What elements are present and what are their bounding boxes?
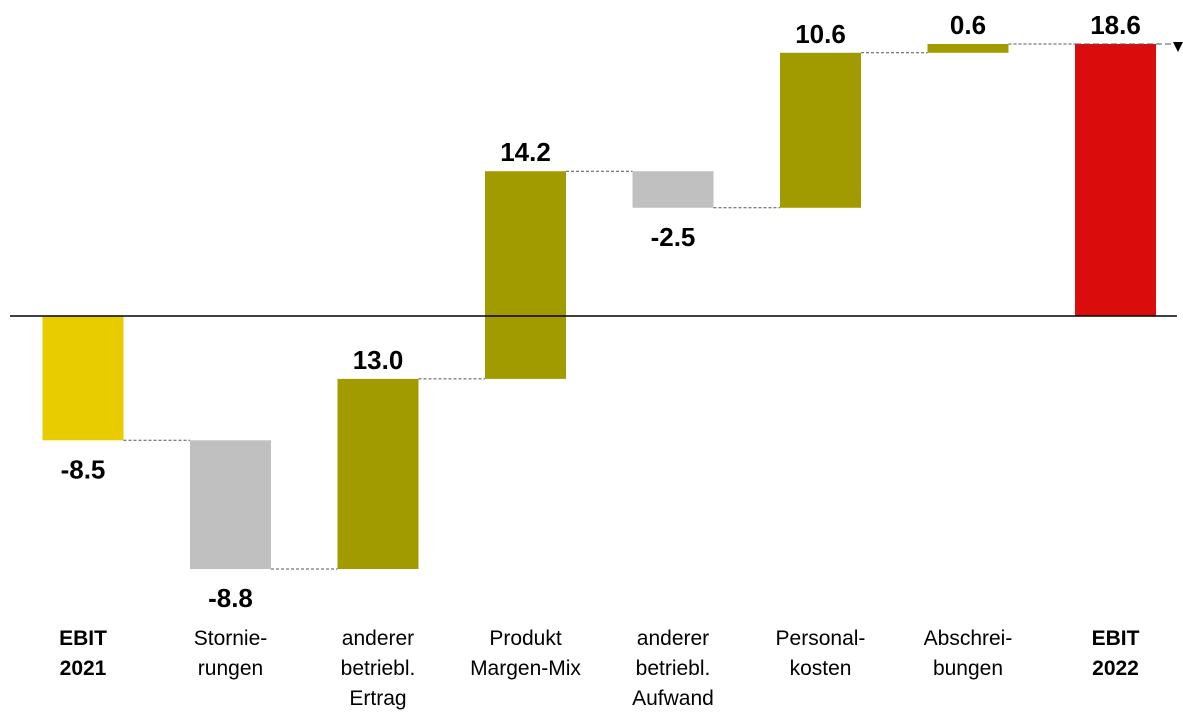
bar-7 — [1075, 44, 1156, 316]
value-label-7: 18.6 — [1090, 10, 1141, 40]
value-label-5: 10.6 — [795, 19, 846, 49]
value-labels: -8.5 -8.8 13.0 14.2 -2.5 10.6 0.6 18.6 — [61, 10, 1141, 613]
value-label-4: -2.5 — [651, 222, 696, 252]
bar-4 — [632, 171, 714, 208]
bars-group — [42, 44, 1156, 569]
change-arrow — [1075, 42, 1183, 52]
value-label-6: 0.6 — [950, 10, 986, 40]
value-label-2: 13.0 — [353, 345, 404, 375]
category-label-0: EBIT 2021 — [59, 627, 107, 680]
category-label-3: Produkt Margen-Mix — [470, 627, 581, 680]
bar-1 — [190, 440, 271, 569]
value-label-1: -8.8 — [208, 583, 253, 613]
category-label-6: Abschrei-bungen — [924, 627, 1013, 680]
bar-6 — [927, 44, 1009, 53]
category-labels: EBIT 2021 Stornie-rungen anderer betriebl. Er… — [59, 627, 1140, 710]
connector-lines — [123, 43, 1075, 570]
value-label-0: -8.5 — [61, 454, 106, 484]
category-label-5: Personal-kosten — [776, 627, 866, 680]
bar-0 — [42, 316, 124, 441]
bar-3 — [485, 171, 566, 379]
bar-5 — [780, 52, 861, 208]
category-label-4: anderer betriebl. Aufwand — [632, 627, 714, 710]
category-label-1: Stornie-rungen — [194, 627, 268, 680]
category-label-7: EBIT 2022 — [1092, 627, 1140, 680]
bar-2 — [337, 378, 419, 569]
value-label-3: 14.2 — [500, 137, 551, 167]
category-label-2: anderer betriebl. Ertrag — [341, 627, 416, 710]
